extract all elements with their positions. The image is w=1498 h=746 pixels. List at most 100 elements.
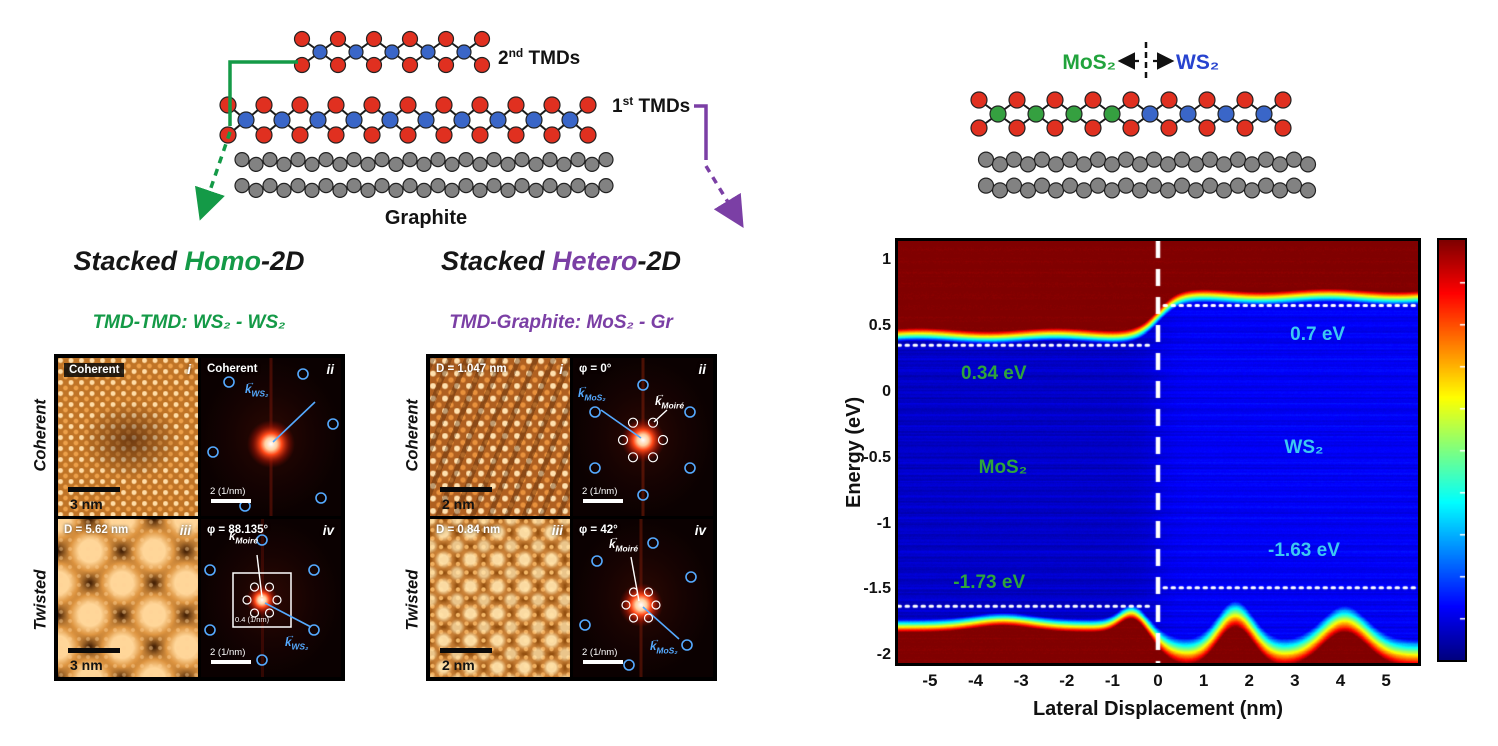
x-tick-label: -3	[1013, 671, 1029, 690]
fft-scale-label: 2 (1/nm)	[210, 647, 246, 658]
panel-label: D = 1.047 nm	[436, 363, 507, 375]
plot-annotation: MoS₂	[978, 456, 1028, 478]
stm-image-hetero-twisted: D = 0.84 nm iii 2 nm	[430, 519, 570, 677]
x-tick-label: -5	[922, 671, 938, 690]
bracket-1st-tmd	[694, 104, 708, 160]
k-vector-label: → kWS₂	[285, 630, 309, 652]
fft-graphic	[573, 519, 713, 677]
stm-image-homo-coherent: Coherent i 3 nm	[58, 358, 198, 516]
plot-annotation: WS₂	[1284, 437, 1324, 459]
scale-label: 3 nm	[70, 657, 103, 673]
fft-scale-bar	[211, 499, 251, 503]
y-tick-label: -2	[876, 646, 891, 664]
row-label-coherent: Coherent	[403, 399, 422, 472]
plot-annotation: -1.63 eV	[1268, 539, 1340, 561]
scale-label: 3 nm	[70, 496, 103, 512]
label-mos2: MoS₂	[1062, 51, 1116, 74]
fft-image-homo-coherent: Coherent ii → kWS₂ 2 (1/nm)	[201, 358, 341, 516]
x-tick-label: 1	[1198, 671, 1209, 690]
fft-scale-label: 2 (1/nm)	[582, 486, 618, 497]
heatmap-canvas	[898, 241, 1418, 663]
fft-image-homo-twisted: φ = 88.135° iv → kMoiré → kWS₂ 0.4 (1/nm) …	[201, 519, 341, 677]
fft-scale-bar	[583, 660, 623, 664]
hetero-title: Stacked Hetero-2D	[400, 246, 722, 277]
fft-graphic	[573, 358, 713, 516]
inset-scale-label: 0.4 (1/nm)	[235, 615, 270, 624]
label-graphite: Graphite	[385, 207, 467, 229]
y-tick-label: 0.5	[868, 316, 891, 334]
x-tick-label: -1	[1104, 671, 1120, 690]
x-tick-label: 5	[1381, 671, 1391, 690]
k-vector-label: → kMoS₂	[650, 634, 678, 656]
plot-frame: 0.34 eV 0.7 eV MoS₂ WS₂ -1.73 eV -1.63 eV	[895, 238, 1421, 666]
fft-scale-bar	[583, 499, 623, 503]
homo-title-pre: Stacked	[73, 246, 185, 276]
scale-label: 2 nm	[442, 657, 475, 673]
panel-label: D = 0.84 nm	[436, 524, 501, 536]
k-vector-moire-label: → kMoiré	[655, 389, 685, 411]
scale-bar	[440, 648, 492, 653]
hetero-title-accent: Hetero	[552, 246, 638, 276]
fft-graphic	[201, 358, 341, 516]
x-tick-label: -4	[967, 671, 984, 690]
panel-number: iii	[551, 523, 563, 538]
row-label-twisted: Twisted	[403, 568, 422, 630]
scale-bar	[440, 487, 492, 492]
homo-dashed-arrow-icon	[195, 131, 232, 221]
colorbar	[1437, 238, 1467, 662]
k-vector-label: → kWS₂	[245, 377, 269, 399]
panel-number: i	[187, 362, 191, 377]
fft-scale-label: 2 (1/nm)	[582, 647, 618, 658]
fft-graphic	[201, 519, 341, 677]
colorbar-canvas	[1439, 240, 1465, 660]
panel-label: φ = 42°	[579, 524, 618, 536]
y-tick-label: 0	[882, 382, 891, 400]
panel-number: iv	[694, 523, 706, 538]
x-tick-label: 2	[1244, 671, 1254, 690]
plot-annotations: 0.34 eV 0.7 eV MoS₂ WS₂ -1.73 eV -1.63 eV	[898, 241, 1418, 663]
scale-label: 2 nm	[442, 496, 475, 512]
panel-label: φ = 88.135°	[207, 524, 269, 536]
x-tick-label: 0	[1153, 671, 1163, 690]
label-2nd-tmds: 2nd TMDs	[498, 46, 580, 69]
panel-number: ii	[326, 362, 334, 377]
homo-title-post: -2D	[261, 246, 305, 276]
panel-label: φ = 0°	[579, 363, 612, 375]
y-tick-label: -1.5	[863, 580, 891, 598]
fft-scale-label: 2 (1/nm)	[210, 486, 246, 497]
fft-image-hetero-twisted: φ = 42° iv → kMoiré → kMoS₂ 2 (1/nm)	[573, 519, 713, 677]
plot-annotation: -1.73 eV	[953, 571, 1026, 593]
row-label-twisted: Twisted	[31, 568, 50, 630]
homo-title-accent: Homo	[184, 246, 262, 276]
x-tick-label: -2	[1059, 671, 1075, 690]
panel-label: D = 5.62 nm	[64, 524, 129, 536]
x-tick-label: 3	[1290, 671, 1300, 690]
hetero-panel-grid: Coherent Twisted D = 1.047 nm i 2 nm	[400, 354, 717, 681]
panel-number: ii	[698, 362, 706, 377]
hetero-title-post: -2D	[637, 246, 682, 276]
junction-schematic: MoS₂ WS₂	[970, 42, 1317, 199]
hetero-title-pre: Stacked	[440, 246, 552, 276]
homo-panel-grid: Coherent Twisted Coherent i 3 nm	[28, 354, 345, 681]
panel-label: Coherent	[207, 363, 258, 375]
stacking-schematic: 2nd TMDs 1st TMDs Graphite	[195, 30, 744, 229]
bracket-2nd-tmd	[228, 60, 298, 126]
band-profile-plot: Energy (eV) 0.34 eV 0.7 eV MoS₂ WS₂ -1.73 eV…	[835, 230, 1495, 742]
panel-number: iii	[179, 523, 191, 538]
row-label-coherent: Coherent	[31, 399, 50, 472]
scale-bar	[68, 487, 120, 492]
fft-image-hetero-coherent: φ = 0° ii → kMoS₂ → kMoiré 2 (1/nm)	[573, 358, 713, 516]
fft-scale-bar	[211, 660, 251, 664]
k-vector-moire-label: → kMoiré	[609, 532, 639, 554]
y-tick-label: -0.5	[863, 448, 891, 466]
panel-number: i	[559, 362, 563, 377]
label-1st-tmds: 1st TMDs	[612, 94, 690, 117]
homo-subtitle: TMD-TMD: WS₂ - WS₂	[92, 312, 286, 333]
k-vector-label: → kMoS₂	[578, 381, 606, 403]
panel-number: iv	[322, 523, 334, 538]
k-vector-moire-label: → kMoiré	[229, 524, 259, 546]
hetero-subtitle: TMD-Graphite: MoS₂ - Gr	[449, 312, 673, 333]
plot-annotation: 0.34 eV	[961, 363, 1027, 385]
panel-label: Coherent	[64, 363, 125, 377]
